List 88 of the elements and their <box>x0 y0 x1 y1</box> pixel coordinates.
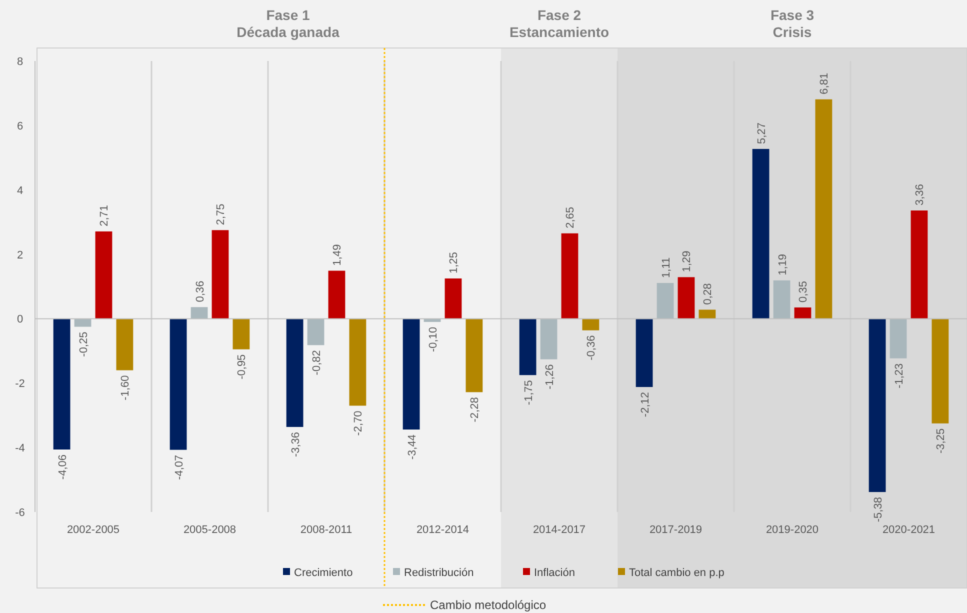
data-label: -1,26 <box>544 364 556 390</box>
bar <box>232 318 250 350</box>
bar <box>328 270 346 319</box>
bar <box>95 231 112 319</box>
data-label: 0,28 <box>702 283 714 305</box>
legend-label: Redistribución <box>404 567 474 579</box>
data-label: -0,36 <box>586 335 598 360</box>
x-tick-label: 2005-2008 <box>183 524 236 536</box>
data-label: 1,25 <box>448 252 460 274</box>
data-label: -2,12 <box>639 392 652 418</box>
data-label: -4,06 <box>56 454 69 480</box>
data-label: 2,71 <box>98 204 111 226</box>
bar <box>444 278 462 319</box>
data-label: -5,38 <box>872 497 884 522</box>
y-tick-label: -4 <box>15 442 25 455</box>
bar <box>540 318 558 360</box>
data-label: -0,25 <box>78 332 90 357</box>
data-label: 2,75 <box>215 204 228 226</box>
x-tick-label: 2012-2014 <box>416 524 470 536</box>
bar <box>698 310 716 319</box>
bar <box>752 148 770 319</box>
legend-label: Inflación <box>534 567 575 579</box>
legend-label: Crecimiento <box>294 567 353 579</box>
data-label: 1,49 <box>332 244 344 266</box>
bar <box>116 318 134 370</box>
data-label: -1,60 <box>120 375 132 400</box>
bar <box>773 280 790 319</box>
y-tick-label: 6 <box>16 120 24 132</box>
data-label: -2,28 <box>469 397 482 422</box>
x-tick-label: 2020-2021 <box>882 524 936 536</box>
data-label: -3,44 <box>406 434 418 460</box>
legend-label: Total cambio en p.p <box>629 567 724 579</box>
bar <box>212 230 229 319</box>
data-label: -3,36 <box>290 432 302 458</box>
y-tick-label: 2 <box>16 249 24 262</box>
bar <box>466 318 483 392</box>
bar <box>53 318 70 450</box>
bar <box>349 318 366 406</box>
bar <box>307 318 324 346</box>
bar <box>678 277 695 319</box>
x-tick-label: 2014-2017 <box>532 524 586 536</box>
bar <box>286 318 304 427</box>
data-label: -0,10 <box>427 326 440 352</box>
data-label: 0,35 <box>798 281 810 302</box>
bar <box>424 318 441 322</box>
bar <box>402 318 420 430</box>
bar <box>815 99 832 319</box>
y-tick-label: 4 <box>16 184 24 197</box>
bar <box>636 318 653 388</box>
x-tick-label: 2019-2020 <box>766 524 819 536</box>
bar <box>910 210 928 319</box>
bar <box>74 318 92 327</box>
bar <box>170 318 187 450</box>
bar <box>519 318 536 376</box>
data-label: 2,65 <box>564 206 577 228</box>
bar <box>868 318 886 492</box>
band-label: Fase 3 Crisis <box>770 7 814 40</box>
data-label: 1,19 <box>776 254 789 276</box>
x-tick-label: 2017-2019 <box>649 524 702 536</box>
band-label: Fase 2 Estancamiento <box>509 7 610 40</box>
y-tick-label: 0 <box>16 314 24 326</box>
bar <box>656 282 674 319</box>
bar <box>582 318 600 330</box>
bar <box>561 233 578 319</box>
text: Fase 1 Década ganada <box>236 7 340 40</box>
data-label: -1,23 <box>893 363 906 388</box>
data-label: 3,36 <box>914 184 926 206</box>
data-label: 1,11 <box>660 257 672 278</box>
data-label: 5,27 <box>756 122 768 144</box>
y-tick-label: 8 <box>16 56 24 68</box>
bar <box>190 307 208 319</box>
data-label: -2,70 <box>352 410 365 436</box>
data-label: -3,25 <box>935 428 948 454</box>
data-label: 6,81 <box>818 72 831 94</box>
data-label: 1,29 <box>681 250 694 272</box>
data-label: -0,82 <box>310 350 323 376</box>
bar <box>932 318 949 424</box>
data-label: -4,07 <box>173 454 186 480</box>
legend-label: Cambio metodológico <box>430 598 546 612</box>
data-label: -1,75 <box>522 380 535 406</box>
data-label: -0,95 <box>236 354 248 380</box>
y-tick-label: -6 <box>15 507 25 519</box>
y-tick-label: -2 <box>15 378 25 390</box>
bar <box>890 318 907 358</box>
x-tick-label: 2008-2011 <box>300 524 352 536</box>
bar <box>794 307 812 319</box>
x-tick-label: 2002-2005 <box>66 524 120 536</box>
data-label: 0,36 <box>194 280 206 302</box>
